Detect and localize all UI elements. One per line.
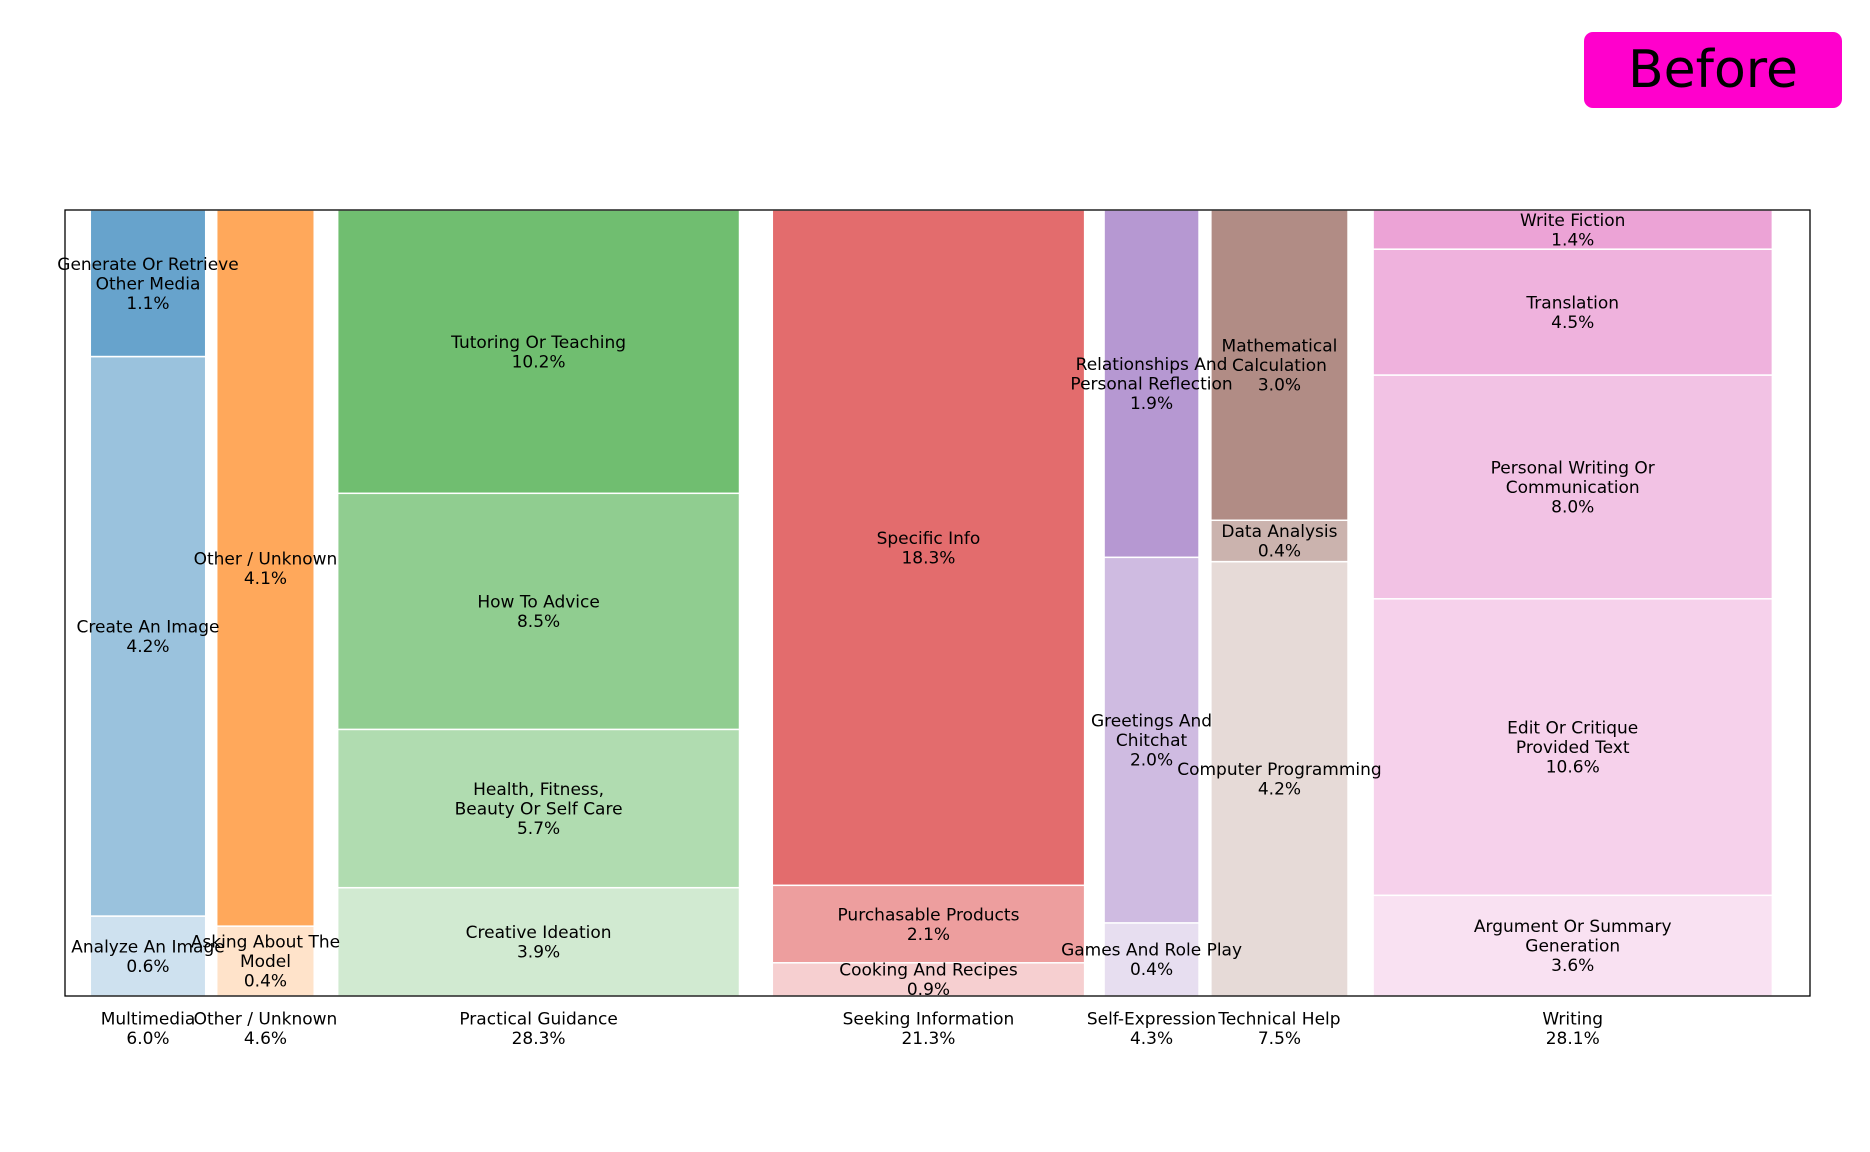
segment-seeking-information-2 (771, 209, 1086, 887)
segment-label: Creative Ideation 3.9% (466, 923, 612, 963)
chart-labels: Analyze An Image 0.6% Create An Image 4.2% G… (57, 211, 1671, 1049)
segment-label: Create An Image 4.2% (77, 618, 220, 658)
segment-label: Asking About The Model 0.4% (191, 933, 340, 992)
segment-label: Argument Or Summary Generation 3.6% (1474, 917, 1672, 976)
segment-writing-3 (1372, 248, 1774, 376)
category-label: Self-Expression 4.3% (1087, 1009, 1216, 1049)
segment-label: Greetings And Chitchat 2.0% (1091, 712, 1212, 771)
segment-label: Personal Writing Or Communication 8.0% (1491, 458, 1655, 517)
plot-frame (64, 209, 1811, 997)
segment-practical-guidance-0 (336, 886, 741, 997)
segment-technical-help-0 (1210, 560, 1349, 997)
segment-multimedia-2 (89, 209, 207, 358)
category-label: Technical Help 7.5% (1217, 1009, 1340, 1049)
segment-label: Write Fiction 1.4% (1520, 211, 1625, 251)
segment-label: Relationships And Personal Reflection 1.9% (1070, 355, 1232, 414)
segment-practical-guidance-3 (336, 209, 741, 495)
category-label: Writing 28.1% (1542, 1009, 1603, 1049)
segment-label: Generate Or Retrieve Other Media 1.1% (57, 255, 238, 314)
category-label: Practical Guidance 28.3% (459, 1009, 617, 1049)
segment-self-expression-2 (1103, 209, 1200, 559)
segment-self-expression-0 (1103, 922, 1200, 997)
segment-label: Games And Role Play 0.4% (1061, 941, 1242, 981)
segment-label: Cooking And Recipes 0.9% (839, 961, 1018, 1001)
segment-writing-2 (1372, 374, 1774, 600)
segment-self-expression-1 (1103, 556, 1200, 924)
before-badge-label: Before (1627, 40, 1798, 100)
segment-writing-1 (1372, 598, 1774, 897)
segment-other-unknown-1 (215, 209, 315, 927)
before-badge: Before (1584, 32, 1842, 108)
chart-bars (89, 209, 1774, 997)
segment-label: Specific Info 18.3% (877, 529, 981, 569)
segment-label: Health, Fitness, Beauty Or Self Care 5.7% (455, 780, 623, 839)
segment-label: Purchasable Products 2.1% (837, 905, 1019, 945)
segment-label: Other / Unknown 4.1% (194, 549, 338, 589)
category-label: Multimedia 6.0% (101, 1009, 196, 1049)
segment-label: Mathematical Calculation 3.0% (1222, 337, 1338, 396)
segment-label: Analyze An Image 0.6% (71, 937, 224, 977)
segment-label: Tutoring Or Teaching 10.2% (450, 333, 626, 373)
segment-seeking-information-0 (771, 962, 1086, 997)
segment-seeking-information-1 (771, 884, 1086, 964)
segment-practical-guidance-2 (336, 492, 741, 731)
segment-multimedia-1 (89, 355, 207, 917)
segment-label: Edit Or Critique Provided Text 10.6% (1507, 719, 1638, 778)
segment-writing-4 (1372, 209, 1774, 250)
segment-label: Translation 4.5% (1525, 293, 1619, 333)
category-label: Other / Unknown 4.6% (194, 1009, 338, 1049)
segment-label: How To Advice 8.5% (477, 593, 600, 633)
segment-label: Computer Programming 4.2% (1177, 760, 1382, 800)
category-label: Seeking Information 21.3% (843, 1009, 1015, 1049)
segment-practical-guidance-1 (336, 728, 741, 889)
segment-label: Data Analysis 0.4% (1221, 522, 1337, 562)
segment-writing-0 (1372, 894, 1774, 997)
